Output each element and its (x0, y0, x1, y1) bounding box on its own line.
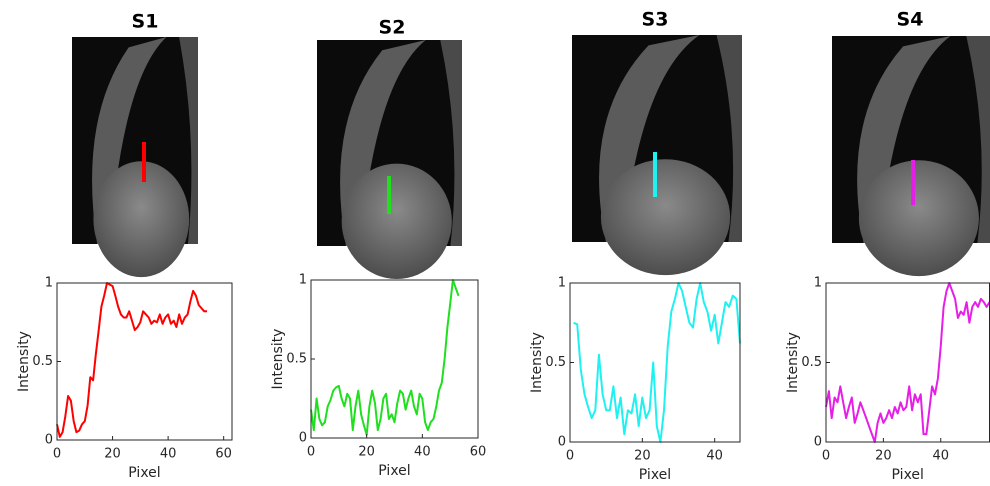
mri-image (317, 40, 462, 279)
panel-title: S3 (642, 9, 669, 31)
y-tick-label: 0.5 (286, 352, 307, 367)
y-axis-label: Intensity (785, 332, 801, 393)
y-tick-label: 0.5 (545, 355, 566, 370)
panel-title: S1 (132, 11, 159, 33)
x-tick-label: 0 (566, 449, 574, 464)
intensity-line (310, 279, 460, 436)
x-tick-label: 40 (932, 449, 949, 464)
x-axis-label: Pixel (128, 465, 160, 481)
panel: S1 0 0.5 1 0 20 40 60 Pixel Intensity (16, 11, 233, 481)
mri-image (572, 35, 742, 276)
x-tick-label: 40 (414, 445, 431, 460)
liver-dome (341, 163, 452, 279)
x-tick-label: 0 (307, 445, 315, 460)
x-tick-label: 0 (822, 449, 830, 464)
x-tick-label: 60 (215, 447, 232, 462)
y-tick-label: 1 (299, 273, 307, 288)
axes-box (569, 282, 741, 443)
intensity-line (573, 282, 741, 443)
panel-title: S2 (379, 17, 406, 39)
x-tick-label: 20 (634, 449, 651, 464)
panel: S4 0 0.5 1 0 20 40 Pixel Intensity (785, 9, 990, 483)
back-wall (716, 35, 742, 242)
y-tick-label: 0 (558, 435, 566, 450)
x-tick-label: 20 (104, 447, 121, 462)
back-wall (179, 37, 198, 244)
x-axis-label: Pixel (639, 467, 671, 483)
x-tick-label: 0 (53, 447, 61, 462)
y-axis-label: Intensity (529, 332, 545, 393)
panel: S2 0 0.5 1 0 20 40 60 Pixel Intensity (270, 17, 486, 480)
x-tick-label: 60 (470, 445, 487, 460)
x-axis-label: Pixel (378, 463, 410, 479)
axes-box (56, 282, 233, 441)
liver-dome (858, 160, 979, 277)
y-tick-label: 0.5 (32, 354, 53, 369)
x-tick-label: 20 (875, 449, 892, 464)
back-wall (966, 36, 990, 243)
y-tick-label: 1 (814, 276, 822, 291)
back-wall (440, 40, 462, 246)
liver-dome (93, 161, 190, 278)
x-axis-label: Pixel (892, 467, 924, 483)
y-tick-label: 0 (299, 431, 307, 446)
panel: S3 0 0.5 1 0 20 40 Pixel Intensity (529, 9, 742, 483)
axes-box (310, 279, 479, 439)
intensity-line (825, 282, 990, 443)
x-tick-label: 40 (160, 447, 177, 462)
y-axis-label: Intensity (270, 329, 286, 390)
y-axis-label: Intensity (16, 331, 32, 392)
mri-image (72, 37, 198, 278)
liver-dome (600, 159, 731, 276)
mri-image (832, 36, 990, 277)
intensity-line (56, 282, 207, 438)
y-tick-label: 1 (45, 276, 53, 291)
x-tick-label: 40 (706, 449, 723, 464)
y-tick-label: 0 (814, 435, 822, 450)
y-tick-label: 0.5 (801, 355, 822, 370)
y-tick-label: 1 (558, 276, 566, 291)
panel-title: S4 (897, 9, 924, 31)
x-tick-label: 20 (358, 445, 375, 460)
y-tick-label: 0 (45, 433, 53, 448)
